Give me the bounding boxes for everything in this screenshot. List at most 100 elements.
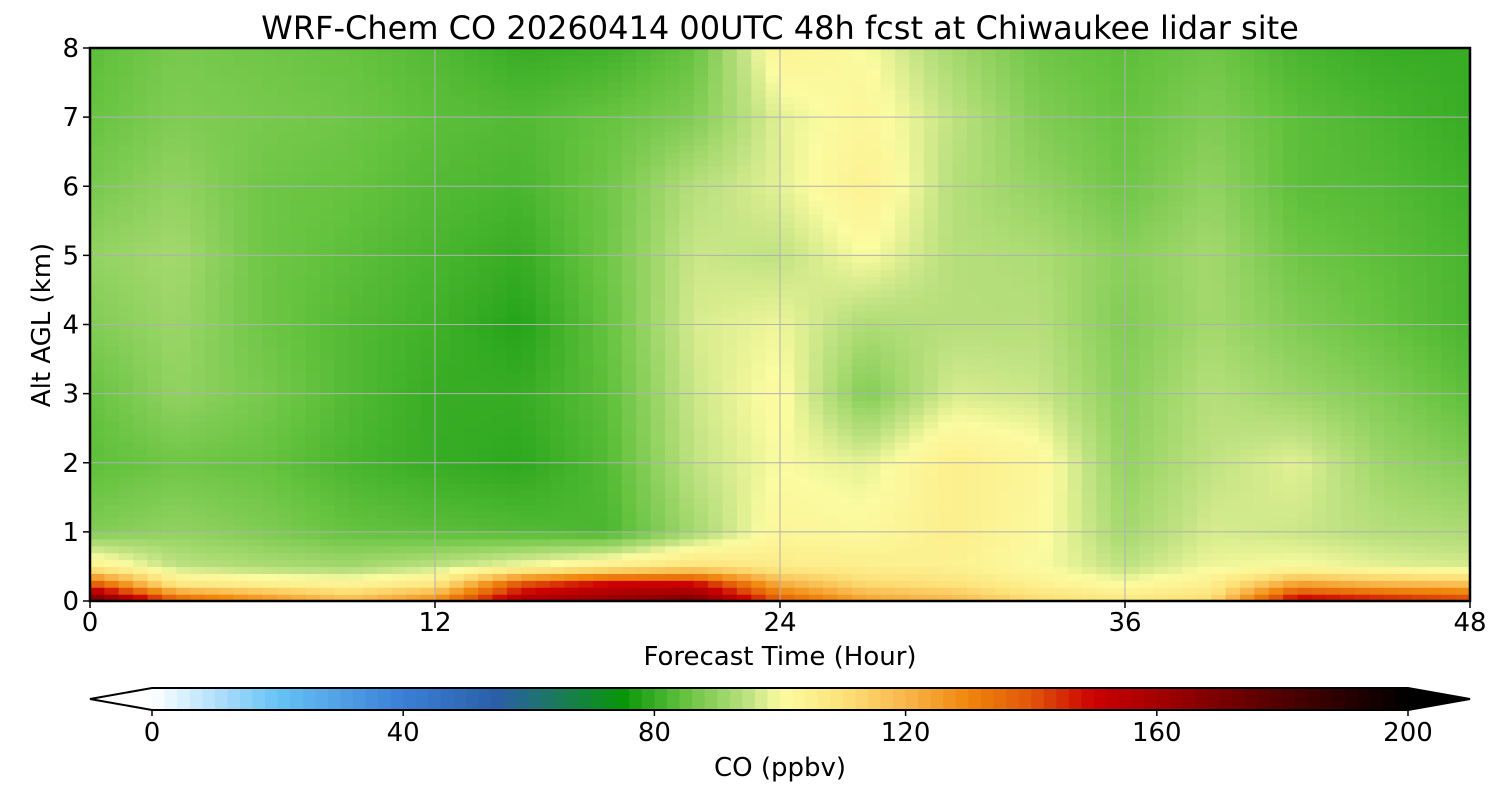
heatmap-cell — [363, 276, 379, 284]
heatmap-cell — [693, 379, 709, 388]
heatmap-cell — [1196, 559, 1212, 568]
heatmap-cell — [1383, 338, 1399, 346]
heatmap-cell — [233, 442, 249, 450]
heatmap-cell — [133, 573, 149, 581]
heatmap-cell — [1168, 490, 1184, 498]
heatmap-cell — [1024, 587, 1040, 595]
heatmap-cell — [679, 393, 695, 402]
heatmap-cell — [1355, 324, 1370, 333]
heatmap-cell — [1455, 365, 1470, 374]
heatmap-cell — [1426, 573, 1442, 581]
heatmap-cell — [866, 414, 882, 422]
heatmap-cell — [1168, 310, 1184, 319]
heatmap-cell — [1125, 594, 1140, 601]
heatmap-cell — [118, 462, 134, 471]
heatmap-cell — [1398, 524, 1414, 533]
heatmap-cell — [966, 303, 982, 312]
heatmap-cell — [909, 276, 925, 284]
heatmap-cell — [1067, 303, 1083, 312]
heatmap-cell — [1053, 511, 1069, 519]
heatmap-cell — [550, 455, 565, 464]
heatmap-cell — [966, 504, 982, 512]
heatmap-cell — [420, 324, 436, 333]
heatmap-cell — [1153, 545, 1169, 554]
heatmap-cell — [248, 552, 264, 561]
heatmap-cell — [363, 448, 379, 457]
heatmap-cell — [147, 359, 163, 367]
heatmap-cell — [1326, 462, 1342, 471]
heatmap-cell — [492, 490, 508, 498]
heatmap-cell — [621, 421, 637, 429]
heatmap-cell — [1340, 317, 1356, 326]
heatmap-cell — [1412, 379, 1428, 388]
heatmap-cell — [1340, 559, 1356, 568]
heatmap-cell — [492, 379, 508, 388]
heatmap-cell — [909, 594, 925, 601]
heatmap-cell — [449, 289, 465, 298]
heatmap-cell — [981, 531, 997, 540]
heatmap-cell — [334, 310, 350, 319]
heatmap-cell — [1340, 345, 1356, 353]
heatmap-cell — [952, 462, 968, 471]
heatmap-cell — [679, 573, 695, 581]
heatmap-cell — [808, 448, 824, 457]
heatmap-cell — [923, 407, 939, 415]
heatmap-cell — [1196, 518, 1212, 526]
heatmap-cell — [1053, 448, 1069, 457]
heatmap-cell — [837, 490, 853, 498]
heatmap-cell — [1010, 414, 1025, 422]
heatmap-cell — [880, 428, 896, 436]
heatmap-cell — [751, 296, 767, 305]
heatmap-cell — [348, 372, 364, 381]
heatmap-cell — [334, 359, 350, 367]
heatmap-cell — [320, 303, 335, 312]
heatmap-cell — [1326, 276, 1342, 284]
heatmap-cell — [895, 455, 910, 464]
heatmap-cell — [521, 483, 537, 491]
heatmap-cell — [406, 262, 422, 270]
heatmap-cell — [1426, 372, 1442, 381]
heatmap-cell — [1326, 469, 1342, 478]
heatmap-cell — [161, 269, 177, 277]
heatmap-cell — [1081, 269, 1097, 277]
heatmap-cell — [621, 262, 637, 270]
heatmap-cell — [880, 317, 896, 326]
heatmap-cell — [291, 331, 307, 339]
heatmap-cell — [478, 262, 494, 270]
heatmap-cell — [1426, 338, 1442, 346]
heatmap-cell — [420, 518, 436, 526]
heatmap-cell — [1326, 511, 1342, 519]
heatmap-cell — [90, 310, 105, 319]
heatmap-cell — [923, 262, 939, 270]
heatmap-cell — [966, 393, 982, 402]
heatmap-cell — [665, 386, 680, 395]
heatmap-cell — [837, 587, 853, 595]
heatmap-cell — [363, 262, 379, 270]
heatmap-cell — [305, 580, 321, 588]
heatmap-cell — [794, 338, 810, 346]
heatmap-cell — [607, 531, 623, 540]
heatmap-cell — [1153, 428, 1169, 436]
heatmap-cell — [923, 469, 939, 478]
heatmap-cell — [636, 545, 652, 554]
heatmap-cell — [1426, 511, 1442, 519]
heatmap-cell — [334, 386, 350, 395]
heatmap-cell — [1168, 455, 1184, 464]
heatmap-cell — [1268, 365, 1284, 374]
heatmap-cell — [722, 414, 738, 422]
heatmap-cell — [233, 400, 249, 409]
heatmap-cell — [1383, 283, 1399, 291]
heatmap-cell — [1038, 310, 1054, 319]
heatmap-cell — [118, 559, 134, 568]
heatmap-cell — [147, 393, 163, 402]
heatmap-cell — [1311, 317, 1327, 326]
heatmap-cell — [650, 338, 666, 346]
heatmap-cell — [435, 435, 450, 443]
heatmap-cell — [780, 469, 795, 478]
heatmap-cell — [722, 276, 738, 284]
heatmap-cell — [1053, 538, 1069, 547]
heatmap-cell — [1412, 338, 1428, 346]
heatmap-cell — [1168, 289, 1184, 298]
heatmap-cell — [205, 310, 220, 319]
heatmap-cell — [291, 580, 307, 588]
